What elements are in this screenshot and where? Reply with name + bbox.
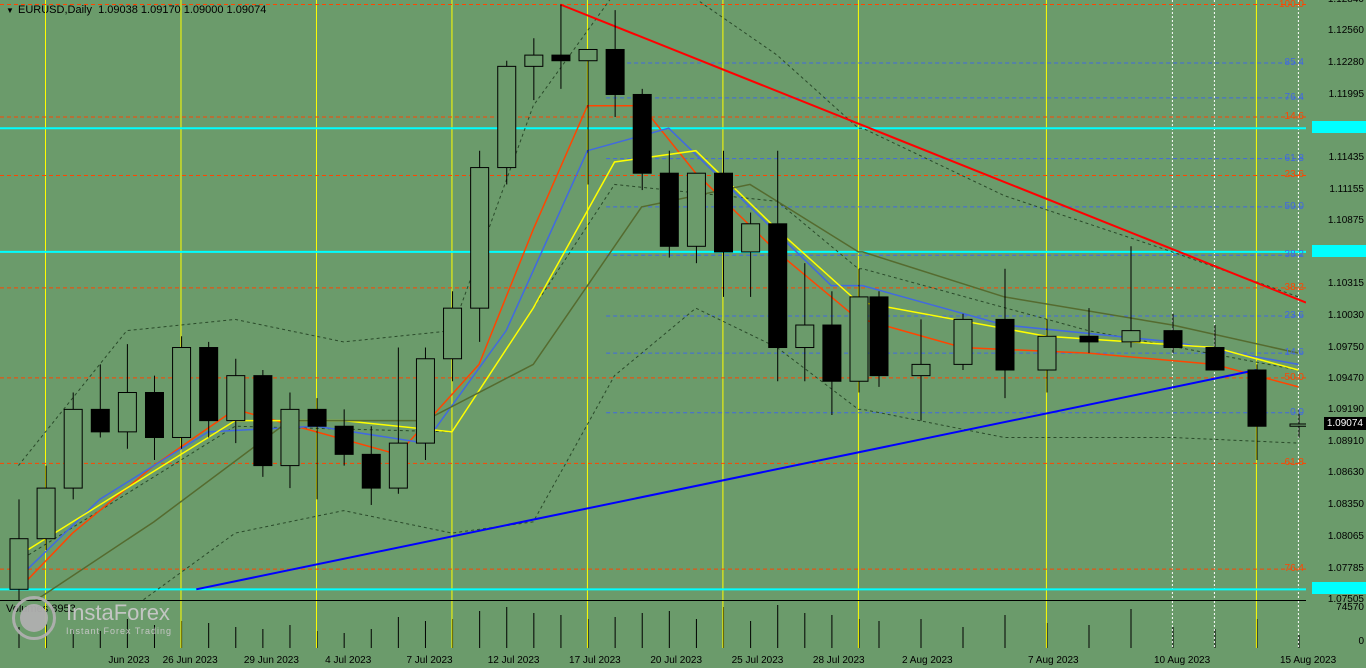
y-tick-label: 1.08910 xyxy=(1328,436,1364,447)
watermark-icon xyxy=(12,596,56,640)
fib-red-label: 38.2 xyxy=(1285,282,1304,293)
watermark-subtitle: Instant Forex Trading xyxy=(66,626,172,636)
x-tick-label: 17 Jul 2023 xyxy=(569,655,621,666)
current-price-badge: 1.09074 xyxy=(1324,417,1366,430)
x-tick-label: 15 Aug 2023 xyxy=(1280,655,1336,666)
volume-panel[interactable]: Volumes 8953 xyxy=(0,600,1306,648)
x-tick-label: Jun 2023 xyxy=(108,655,149,666)
y-tick-label: 1.09470 xyxy=(1328,373,1364,384)
fib-red-label: 100.0 xyxy=(1279,0,1304,10)
x-tick-label: 7 Aug 2023 xyxy=(1028,655,1079,666)
fib-blue-label: 14.6 xyxy=(1285,347,1304,358)
x-tick-label: 4 Jul 2023 xyxy=(325,655,371,666)
fib-red-label: 61.8 xyxy=(1285,457,1304,468)
volume-chart-svg xyxy=(0,601,1306,649)
fib-blue-label: 76.4 xyxy=(1285,92,1304,103)
x-axis: Jun 2023 26 Jun 2023 29 Jun 2023 4 Jul 2023… xyxy=(0,648,1306,668)
fib-red-label: 50.0 xyxy=(1285,372,1304,383)
y-tick-label: 1.12560 xyxy=(1328,25,1364,36)
watermark: InstaForex Instant Forex Trading xyxy=(12,596,172,640)
x-tick-label: 12 Jul 2023 xyxy=(488,655,540,666)
watermark-text: InstaForex Instant Forex Trading xyxy=(66,600,172,636)
price-panel[interactable]: ▼ EURUSD,Daily 1.09038 1.09170 1.09000 1… xyxy=(0,0,1306,600)
volume-min-label: 0 xyxy=(1358,636,1364,647)
x-tick-label: 25 Jul 2023 xyxy=(732,655,784,666)
fib-red-label: 14.6 xyxy=(1285,111,1304,122)
fib-blue-label: 0.0 xyxy=(1290,407,1304,418)
y-tick-label: 1.10875 xyxy=(1328,215,1364,226)
x-tick-label: 26 Jun 2023 xyxy=(163,655,218,666)
y-tick-label: 1.09190 xyxy=(1328,404,1364,415)
y-tick-label: 1.12280 xyxy=(1328,57,1364,68)
volume-max-label: 74570 xyxy=(1336,602,1364,613)
y-tick-label: 1.12840 xyxy=(1328,0,1364,5)
x-tick-label: 28 Jul 2023 xyxy=(813,655,865,666)
cyan-level-badge xyxy=(1312,245,1366,257)
y-tick-label: 1.11155 xyxy=(1329,184,1364,195)
fib-blue-label: 38.2 xyxy=(1285,249,1304,260)
y-tick-label: 1.11995 xyxy=(1329,89,1364,100)
price-chart-svg xyxy=(0,0,1306,600)
fib-blue-label: 50.0 xyxy=(1285,201,1304,212)
y-tick-label: 1.08350 xyxy=(1328,499,1364,510)
fib-red-label: 23.6 xyxy=(1285,169,1304,180)
watermark-title: InstaForex xyxy=(66,600,172,626)
y-tick-label: 1.10315 xyxy=(1328,278,1364,289)
x-tick-label: 7 Jul 2023 xyxy=(406,655,452,666)
chart-container: ▼ EURUSD,Daily 1.09038 1.09170 1.09000 1… xyxy=(0,0,1366,668)
y-tick-label: 1.09750 xyxy=(1328,342,1364,353)
fib-blue-label: 23.6 xyxy=(1285,310,1304,321)
y-tick-label: 1.08065 xyxy=(1328,531,1364,542)
y-axis: 1.128401.125601.122801.119951.117151.114… xyxy=(1306,0,1366,620)
y-tick-label: 1.07785 xyxy=(1328,563,1364,574)
y-tick-label: 1.08630 xyxy=(1328,467,1364,478)
fib-blue-label: 85.4 xyxy=(1285,57,1304,68)
x-tick-label: 29 Jun 2023 xyxy=(244,655,299,666)
y-tick-label: 1.11435 xyxy=(1329,152,1364,163)
y-tick-label: 1.10030 xyxy=(1328,310,1364,321)
fib-blue-label: 61.8 xyxy=(1285,153,1304,164)
x-tick-label: 10 Aug 2023 xyxy=(1154,655,1210,666)
cyan-level-badge xyxy=(1312,582,1366,594)
fib-red-label: 76.4 xyxy=(1285,563,1304,574)
cyan-level-badge xyxy=(1312,121,1366,133)
x-tick-label: 2 Aug 2023 xyxy=(902,655,953,666)
x-tick-label: 20 Jul 2023 xyxy=(650,655,702,666)
